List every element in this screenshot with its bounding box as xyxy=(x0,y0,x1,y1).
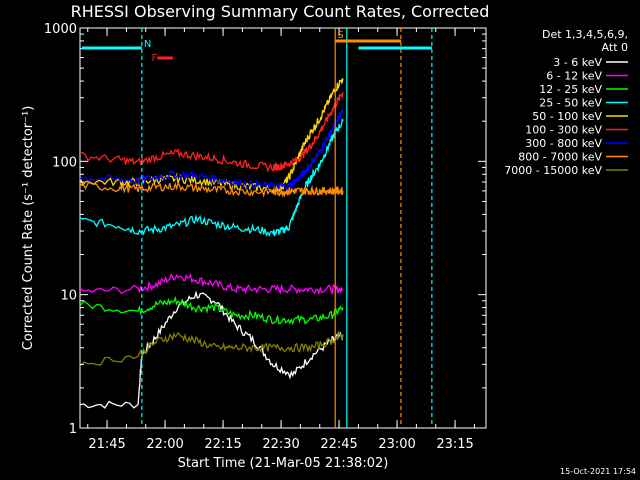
flag-annotation: N xyxy=(144,39,151,50)
legend-label: 300 - 800 keV xyxy=(525,137,602,150)
x-axis-label: Start Time (21-Mar-05 21:38:02) xyxy=(178,456,389,471)
flag-annotation: S xyxy=(337,30,343,41)
series-line xyxy=(79,92,344,173)
x-tick-label: 22:15 xyxy=(204,437,241,452)
x-tick-label: 23:00 xyxy=(378,437,415,452)
x-tick-label: 22:45 xyxy=(320,437,357,452)
legend-header: Det 1,3,4,5,6,9, xyxy=(542,28,628,41)
y-tick-label: 100 xyxy=(52,155,77,170)
series-line xyxy=(79,273,344,296)
legend-label: 6 - 12 keV xyxy=(546,70,602,83)
legend-label: 12 - 25 keV xyxy=(539,83,602,96)
legend-label: 50 - 100 keV xyxy=(532,110,602,123)
series-layer xyxy=(79,78,344,409)
y-tick-label: 1000 xyxy=(44,22,77,37)
legend-label: 7000 - 15000 keV xyxy=(504,164,602,177)
x-tick-label: 22:30 xyxy=(262,437,299,452)
flag-annotation: F xyxy=(152,53,158,64)
series-line xyxy=(79,331,344,367)
x-tick-label: 21:45 xyxy=(88,437,125,452)
series-line xyxy=(79,107,344,192)
legend-label: 100 - 300 keV xyxy=(525,124,602,137)
y-tick-label: 10 xyxy=(60,289,77,304)
legend-header: Att 0 xyxy=(602,41,628,54)
y-axis-label: Corrected Count Rate (s⁻¹ detector⁻¹) xyxy=(21,106,36,351)
series-line xyxy=(79,295,344,326)
y-tick-label: 1 xyxy=(69,422,77,437)
timestamp: 15-Oct-2021 17:54 xyxy=(560,467,636,476)
chart-title: RHESSI Observing Summary Count Rates, Co… xyxy=(71,2,490,21)
series-line xyxy=(79,78,344,194)
axis-layer: 21:45 22:00 22:15 22:30 22:45 23:00 23:15 1 10 10… xyxy=(44,22,486,452)
x-tick-label: 23:15 xyxy=(436,437,473,452)
series-line xyxy=(79,118,344,237)
plot-frame xyxy=(79,27,487,429)
legend-label: 25 - 50 keV xyxy=(539,97,602,110)
legend-label: 3 - 6 keV xyxy=(553,56,602,69)
legend-label: 800 - 7000 keV xyxy=(518,151,602,164)
series-line xyxy=(79,181,344,198)
x-tick-label: 22:00 xyxy=(146,437,183,452)
